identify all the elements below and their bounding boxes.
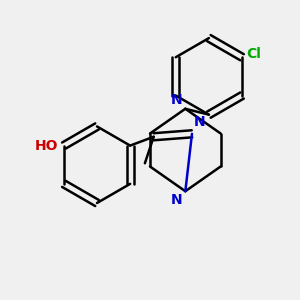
Text: Cl: Cl <box>247 47 261 61</box>
Text: N: N <box>171 93 182 107</box>
Text: N: N <box>194 116 205 129</box>
Text: N: N <box>171 193 182 207</box>
Text: HO: HO <box>34 139 58 153</box>
